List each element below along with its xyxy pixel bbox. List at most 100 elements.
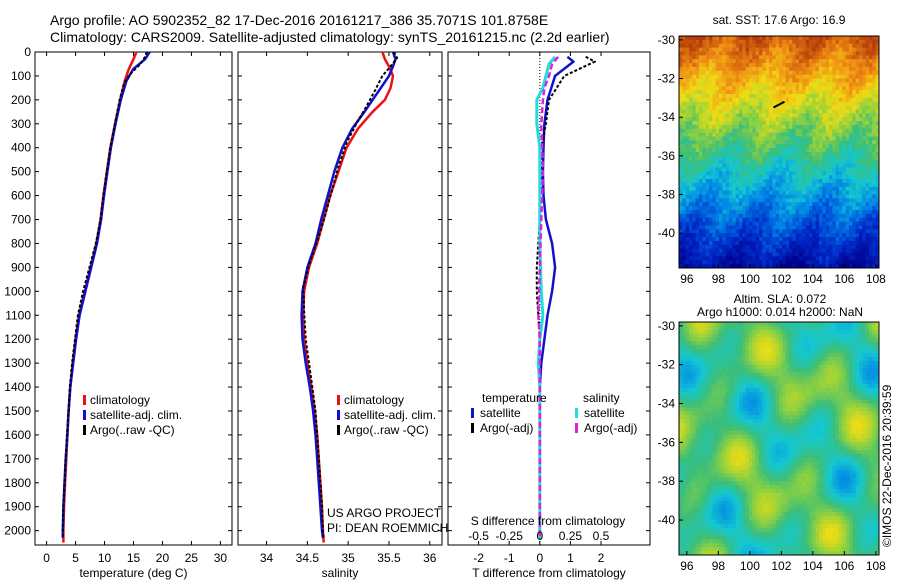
temperature-ytick-label: 1000 (4, 284, 31, 298)
temperature-xtick-label: 10 (98, 551, 112, 565)
temperature-legend-label: Argo(..raw -QC) (90, 423, 175, 437)
sla-map-xtick-label: 108 (866, 559, 886, 573)
salinity-legend-swatch (337, 410, 340, 420)
sst-map-ytick-label: -34 (658, 110, 676, 124)
sla-map-xtick-label: 98 (712, 559, 726, 573)
temperature-ytick-label: 1500 (4, 404, 31, 418)
temperature-ytick-label: 300 (11, 117, 31, 131)
sst-map-xtick-label: 106 (834, 272, 854, 286)
sla-map-image (679, 322, 880, 556)
sst-map-title: sat. SST: 17.6 Argo: 16.9 (713, 13, 846, 27)
sst-map-xtick-label: 100 (740, 272, 760, 286)
temperature-ytick-label: 2000 (4, 524, 31, 538)
temperature-xtick-label: 0 (43, 551, 50, 565)
difference-xtick-label: -2 (473, 551, 484, 565)
temperature-ytick-label: 100 (11, 69, 31, 83)
difference-legend-label: Argo(-adj) (480, 421, 533, 435)
salinity-xlabel: salinity (322, 566, 359, 580)
difference-legend-label: Argo(-adj) (584, 421, 637, 435)
salinity-xtick-label: 36 (423, 551, 437, 565)
temperature-series-sat (61, 51, 151, 538)
sla-map-frame (678, 321, 880, 556)
sla-map-ytick-label: -34 (658, 397, 676, 411)
difference-s-tick-label: 0.5 (593, 529, 610, 543)
credit-imos: ©IMOS 22-Dec-2016 20:39:59 (880, 384, 894, 547)
sla-map-title: Altim. SLA: 0.072 (734, 292, 827, 306)
sst-map-ytick-label: -40 (658, 226, 676, 240)
difference-legend-title-temperature: temperature (482, 391, 547, 405)
sst-map-xtick-label: 102 (771, 272, 791, 286)
sst-map-image (679, 36, 880, 269)
sst-map-ytick-label: -30 (658, 33, 676, 47)
figure-title-line2: Climatology: CARS2009. Satellite-adjuste… (50, 29, 610, 45)
figure-title-line1: Argo profile: AO 5902352_82 17-Dec-2016 … (50, 12, 549, 28)
salinity-legend-label: satellite-adj. clim. (344, 408, 436, 422)
temperature-xtick-label: 30 (214, 551, 228, 565)
temperature-ytick-label: 1600 (4, 428, 31, 442)
temperature-ytick-label: 0 (24, 45, 31, 59)
sst-map-ytick-label: -32 (658, 72, 676, 86)
difference-legend-swatch (471, 408, 474, 418)
difference-s-tick-label: 0 (536, 529, 543, 543)
temperature-xtick-label: 15 (127, 551, 141, 565)
difference-legend-swatch (575, 408, 578, 418)
temperature-series-argo (61, 51, 148, 538)
temperature-legend-label: satellite-adj. clim. (90, 408, 182, 422)
salinity-xtick-label: 35.5 (377, 551, 401, 565)
salinity-xtick-label: 35 (341, 551, 355, 565)
difference-series-sargo (537, 55, 560, 538)
salinity-legend-swatch (337, 425, 340, 435)
temperature-legend-swatch (83, 395, 86, 405)
difference-xlabel: T difference from climatology (472, 566, 626, 580)
difference-s-tick-label: -0.25 (496, 529, 524, 543)
sla-map-subtitle: Argo h1000: 0.014 h2000: NaN (697, 305, 863, 319)
temperature-xlabel: temperature (deg C) (79, 566, 187, 580)
temperature-ytick-label: 1900 (4, 500, 31, 514)
salinity-xtick-label: 34.5 (296, 551, 320, 565)
temperature-ytick-label: 400 (11, 141, 31, 155)
difference-s-tick-label: -0.5 (468, 529, 489, 543)
salinity-series-argo (302, 51, 399, 538)
sla-map-xtick-label: 106 (834, 559, 854, 573)
sla-map-ytick-label: -38 (658, 474, 676, 488)
difference-xtick-label: 0 (536, 551, 543, 565)
difference-series-argo (535, 55, 596, 538)
sla-map-xtick-label: 96 (680, 559, 694, 573)
salinity-axes (237, 51, 443, 546)
sla-map-ytick-label: -36 (658, 435, 676, 449)
temperature-ytick-label: 1700 (4, 452, 31, 466)
temperature-xtick-label: 20 (156, 551, 170, 565)
difference-xtick-label: 2 (598, 551, 605, 565)
temperature-legend-label: climatology (90, 393, 150, 407)
sst-map-xtick-label: 108 (866, 272, 886, 286)
sla-map-ytick-label: -40 (658, 513, 676, 527)
temperature-legend-swatch (83, 410, 86, 420)
sla-map-ytick-label: -32 (658, 358, 676, 372)
salinity-series-sat (300, 51, 397, 538)
difference-legend-swatch (575, 423, 578, 433)
sst-map-ytick-label: -36 (658, 149, 676, 163)
sla-map-xtick-label: 100 (740, 559, 760, 573)
temperature-ytick-label: 500 (11, 165, 31, 179)
temperature-ytick-label: 800 (11, 236, 31, 250)
temperature-ytick-label: 1100 (5, 308, 31, 322)
sla-map-xtick-label: 102 (771, 559, 791, 573)
temperature-ytick-label: 1400 (4, 380, 31, 394)
temperature-xtick-label: 5 (72, 551, 79, 565)
difference-xtick-label: 1 (567, 551, 574, 565)
difference-xtick-label: -1 (504, 551, 515, 565)
salinity-legend-label: climatology (344, 393, 404, 407)
salinity-legend-swatch (337, 395, 340, 405)
sst-map-xtick-label: 96 (680, 272, 694, 286)
difference-s-axis-label: S difference from climatology (471, 514, 626, 528)
salinity-legend-label: Argo(..raw -QC) (344, 423, 429, 437)
temperature-ytick-label: 200 (11, 93, 31, 107)
sla-map-ytick-label: -30 (658, 319, 676, 333)
temperature-axes (34, 51, 233, 546)
credit-project: US ARGO PROJECT (327, 506, 442, 520)
sst-map-xtick-label: 104 (803, 272, 823, 286)
sst-map-ytick-label: -38 (658, 188, 676, 202)
salinity-xtick-label: 34 (260, 551, 274, 565)
sst-map-frame (678, 35, 880, 269)
